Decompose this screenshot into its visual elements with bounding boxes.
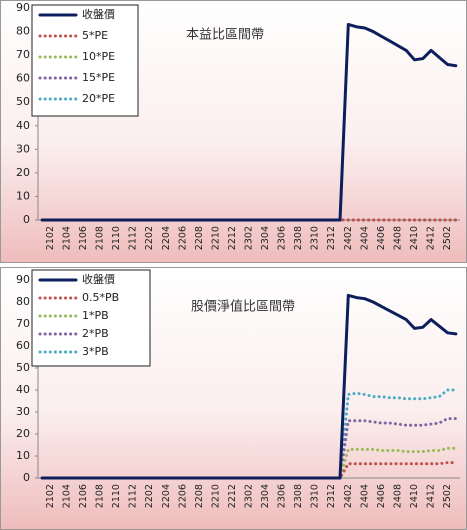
y-tick-label: 10 [16, 189, 30, 202]
y-tick-label: 70 [16, 48, 30, 61]
legend-label: 10*PE [82, 50, 115, 63]
x-tick-label: 2404 [359, 484, 370, 508]
x-tick-label: 2208 [194, 484, 205, 508]
y-tick-label: 60 [16, 339, 30, 352]
x-tick-label: 2404 [359, 226, 370, 250]
x-tick-label: 2406 [376, 484, 387, 508]
x-tick-label: 2110 [111, 484, 122, 508]
legend-label: 5*PE [82, 29, 108, 42]
x-tick-label: 2108 [95, 226, 106, 250]
x-tick-label: 2108 [95, 484, 106, 508]
x-tick-label: 2302 [244, 484, 255, 508]
chart-title: 股價淨值比區間帶 [191, 299, 295, 315]
legend-label: 收盤價 [82, 7, 115, 21]
x-tick-label: 2310 [310, 484, 321, 508]
x-tick-label: 2310 [310, 226, 321, 250]
y-tick-label: 60 [16, 72, 30, 85]
y-tick-label: 90 [16, 1, 30, 14]
series-line [40, 446, 458, 480]
x-tick-label: 2112 [128, 484, 139, 508]
x-tick-label: 2112 [128, 226, 139, 250]
y-tick-label: 30 [16, 142, 30, 155]
x-tick-label: 2212 [227, 226, 238, 250]
x-tick-label: 2212 [227, 484, 238, 508]
x-tick-label: 2208 [194, 226, 205, 250]
legend-label: 收盤價 [82, 272, 115, 286]
x-tick-label: 2306 [277, 484, 288, 508]
y-tick-label: 20 [16, 427, 30, 440]
x-tick-label: 2106 [78, 226, 89, 250]
x-tick-label: 2104 [61, 484, 72, 508]
x-tick-label: 2408 [392, 226, 403, 250]
x-tick-label: 2412 [426, 484, 437, 508]
x-tick-label: 2408 [392, 484, 403, 508]
x-tick-label: 2210 [210, 484, 221, 508]
series-line [40, 293, 458, 480]
y-tick-label: 0 [23, 471, 30, 484]
x-tick-label: 2308 [293, 484, 304, 508]
legend-label: 2*PB [82, 327, 109, 340]
x-tick-label: 2412 [426, 226, 437, 250]
legend-label: 0.5*PB [82, 291, 119, 304]
y-tick-label: 80 [16, 295, 30, 308]
x-tick-label: 2502 [442, 484, 453, 508]
y-tick-label: 40 [16, 119, 30, 132]
y-tick-label: 50 [16, 95, 30, 108]
legend-label: 15*PE [82, 71, 115, 84]
x-tick-label: 2210 [210, 226, 221, 250]
y-tick-label: 0 [23, 213, 30, 226]
y-tick-label: 50 [16, 361, 30, 374]
x-tick-label: 2202 [144, 226, 155, 250]
x-tick-label: 2410 [409, 484, 420, 508]
legend-box [31, 269, 151, 367]
x-tick-label: 2502 [442, 226, 453, 250]
x-tick-label: 2410 [409, 226, 420, 250]
y-tick-label: 30 [16, 405, 30, 418]
y-tick-label: 70 [16, 317, 30, 330]
x-tick-label: 2204 [161, 484, 172, 508]
x-tick-label: 2102 [45, 484, 56, 508]
y-tick-label: 90 [16, 273, 30, 286]
x-tick-label: 2312 [326, 226, 337, 250]
x-tick-label: 2204 [161, 226, 172, 250]
x-tick-label: 2104 [61, 226, 72, 250]
x-tick-label: 2110 [111, 226, 122, 250]
x-tick-label: 2402 [343, 226, 354, 250]
y-tick-label: 20 [16, 166, 30, 179]
y-tick-label: 40 [16, 383, 30, 396]
y-tick-label: 10 [16, 449, 30, 462]
x-tick-label: 2312 [326, 484, 337, 508]
legend-label: 20*PE [82, 92, 115, 105]
x-tick-label: 2306 [277, 226, 288, 250]
x-tick-label: 2202 [144, 484, 155, 508]
legend-label: 1*PB [82, 309, 109, 322]
legend-box [31, 4, 139, 117]
x-tick-label: 2406 [376, 226, 387, 250]
series-line [40, 461, 458, 480]
chart-title: 本益比區間帶 [186, 28, 264, 43]
x-tick-label: 2308 [293, 226, 304, 250]
x-tick-label: 2206 [177, 484, 188, 508]
x-tick-label: 2304 [260, 484, 271, 508]
series-line [40, 22, 458, 222]
legend-label: 3*PB [82, 345, 109, 358]
x-tick-label: 2102 [45, 226, 56, 250]
x-tick-label: 2304 [260, 226, 271, 250]
x-tick-label: 2206 [177, 226, 188, 250]
x-tick-label: 2106 [78, 484, 89, 508]
x-tick-label: 2402 [343, 484, 354, 508]
x-tick-label: 2302 [244, 226, 255, 250]
y-tick-label: 80 [16, 25, 30, 38]
